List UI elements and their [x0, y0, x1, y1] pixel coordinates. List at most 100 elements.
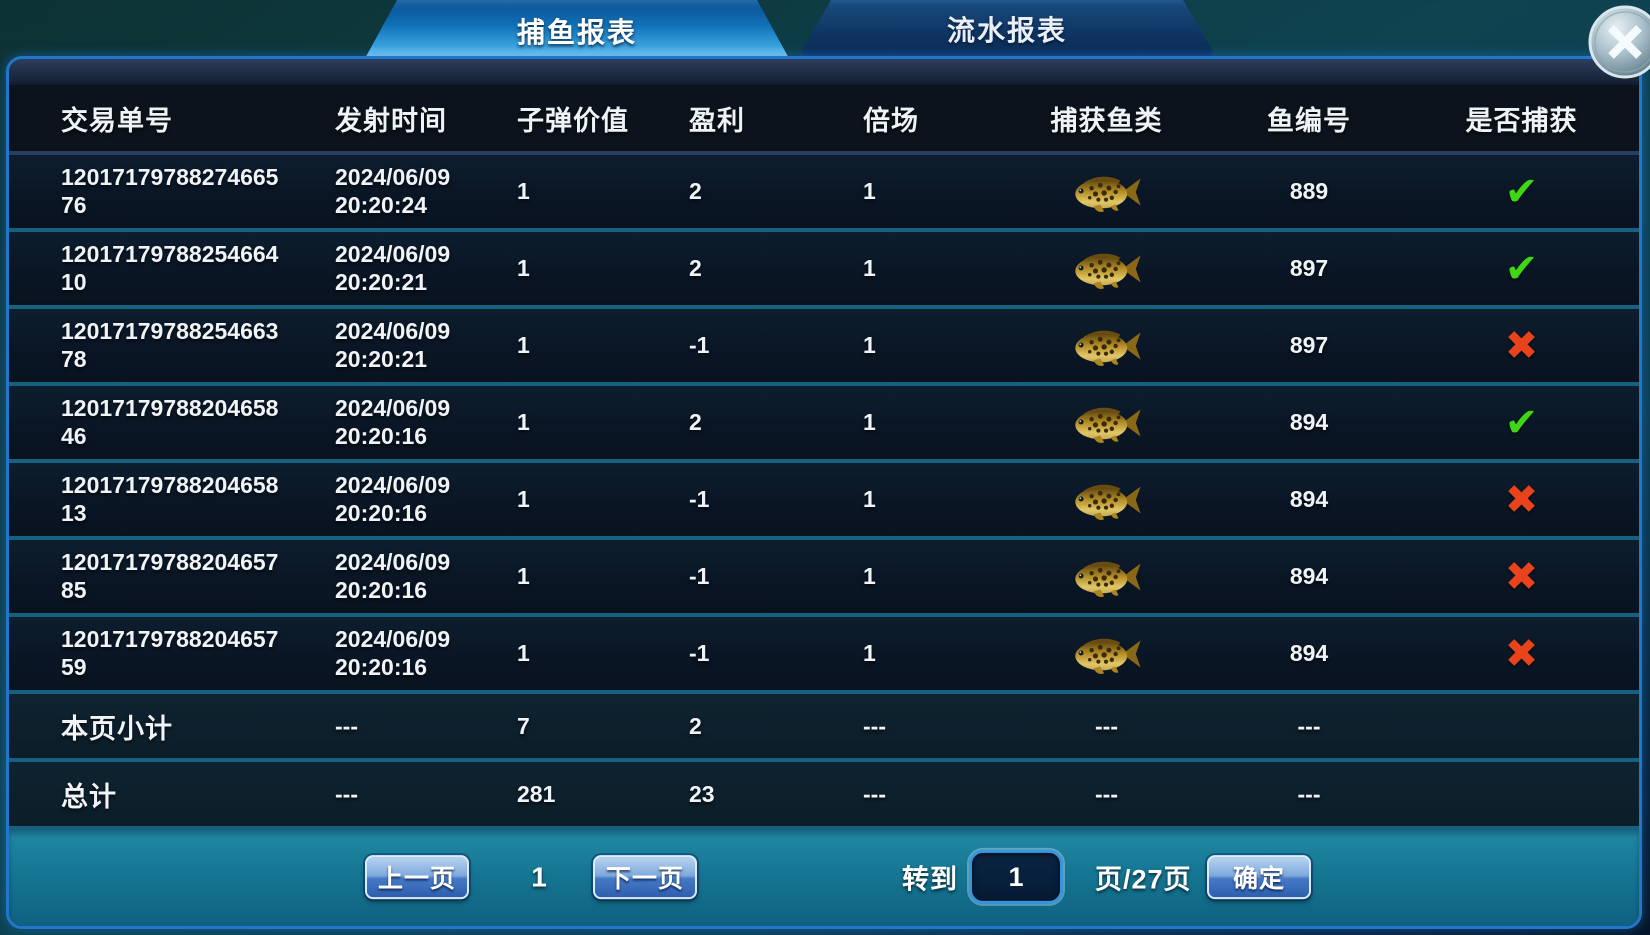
subtotal-profit: 2 [689, 712, 702, 739]
report-panel: 交易单号 发射时间 子弹价值 盈利 倍场 捕获鱼类 鱼编号 是否捕获 12017… [6, 56, 1642, 929]
caught-status-cell: ✖ [1404, 557, 1639, 597]
subtotal-bullet: 7 [517, 712, 530, 739]
total-profit: 23 [689, 780, 715, 807]
total-label: 总计 [61, 781, 117, 812]
caught-status-cell: ✔ [1404, 403, 1639, 443]
subtotal-time: --- [335, 712, 358, 739]
goto-label: 转到 [902, 864, 958, 895]
multiplier-cell: 1 [863, 178, 876, 204]
total-row: 总计 --- 281 23 --- --- --- [9, 762, 1639, 830]
fish-number-cell: 894 [1289, 409, 1329, 435]
transaction-id-cell: 1201717978820465846 [61, 395, 279, 449]
prev-page-button[interactable]: 上一页 [365, 855, 469, 900]
subtotal-fish-no: --- [1297, 712, 1321, 739]
launch-time-cell: 2024/06/09 20:20:21 [335, 241, 451, 295]
fish-type-cell [999, 168, 1214, 216]
total-bullet: 281 [517, 780, 556, 807]
table-row: 1201717978825466410 2024/06/09 20:20:21 … [9, 232, 1639, 309]
header-profit: 盈利 [689, 105, 745, 136]
tab-transaction-report-label: 流水报表 [946, 15, 1067, 46]
fish-number-cell: 897 [1289, 332, 1329, 358]
subtotal-fish: --- [1095, 712, 1118, 739]
header-fish-type: 捕获鱼类 [1050, 105, 1163, 136]
fish-type-cell [999, 322, 1214, 370]
tab-fishing-report[interactable]: 捕鱼报表 [363, 0, 791, 62]
transaction-id-cell: 1201717978827466576 [61, 164, 279, 218]
profit-cell: -1 [689, 640, 710, 666]
transaction-id-cell: 1201717978820465813 [61, 472, 279, 526]
caught-status-cell: ✖ [1404, 634, 1639, 674]
subtotal-row: 本页小计 --- 7 2 --- --- --- [9, 694, 1639, 762]
confirm-label: 确定 [1232, 865, 1285, 894]
bullet-value-cell: 1 [517, 332, 530, 358]
golden-grouper-fish-icon [1074, 330, 1141, 366]
close-button[interactable] [1586, 3, 1650, 81]
current-page-number: 1 [531, 861, 547, 893]
fish-type-cell [999, 553, 1214, 601]
header-launch-time: 发射时间 [335, 105, 447, 136]
multiplier-cell: 1 [863, 409, 876, 435]
profit-cell: -1 [689, 332, 710, 358]
panel-top-strip [9, 59, 1639, 85]
fish-number-cell: 894 [1289, 486, 1329, 512]
caught-check-icon: ✔ [1504, 246, 1539, 291]
table-header-row: 交易单号 发射时间 子弹价值 盈利 倍场 捕获鱼类 鱼编号 是否捕获 [9, 85, 1639, 155]
total-fish-no: --- [1297, 780, 1321, 807]
next-page-button[interactable]: 下一页 [593, 855, 697, 900]
pagination-bar: 上一页 1 下一页 转到 页/27页 确定 [9, 830, 1639, 926]
fish-type-cell [999, 245, 1214, 293]
missed-cross-icon: ✖ [1504, 323, 1539, 368]
subtotal-multiplier: --- [863, 712, 886, 739]
total-fish: --- [1095, 780, 1118, 807]
table-row: 1201717978820465759 2024/06/09 20:20:16 … [9, 617, 1639, 694]
fish-type-cell [999, 399, 1214, 447]
prev-page-label: 上一页 [377, 865, 456, 894]
next-page-label: 下一页 [605, 865, 684, 894]
table-row: 1201717978827466576 2024/06/09 20:20:24 … [9, 155, 1639, 232]
launch-time-cell: 2024/06/09 20:20:16 [335, 472, 451, 526]
golden-grouper-fish-icon [1074, 484, 1141, 520]
multiplier-cell: 1 [863, 563, 876, 589]
bullet-value-cell: 1 [517, 409, 530, 435]
caught-status-cell: ✔ [1404, 249, 1639, 289]
profit-cell: 2 [689, 255, 702, 281]
multiplier-cell: 1 [863, 332, 876, 358]
header-caught-status: 是否捕获 [1465, 105, 1578, 136]
bullet-value-cell: 1 [517, 178, 530, 204]
launch-time-cell: 2024/06/09 20:20:16 [335, 395, 451, 449]
multiplier-cell: 1 [863, 255, 876, 281]
confirm-button[interactable]: 确定 [1207, 855, 1311, 900]
bullet-value-cell: 1 [517, 640, 530, 666]
caught-status-cell: ✔ [1404, 172, 1639, 212]
tab-transaction-report[interactable]: 流水报表 [797, 0, 1217, 58]
multiplier-cell: 1 [863, 486, 876, 512]
golden-grouper-fish-icon [1074, 561, 1141, 597]
caught-status-cell: ✖ [1404, 480, 1639, 520]
launch-time-cell: 2024/06/09 20:20:24 [335, 164, 451, 218]
table-row: 1201717978825466378 2024/06/09 20:20:21 … [9, 309, 1639, 386]
table-row: 1201717978820465785 2024/06/09 20:20:16 … [9, 540, 1639, 617]
bullet-value-cell: 1 [517, 563, 530, 589]
table-body: 1201717978827466576 2024/06/09 20:20:24 … [9, 155, 1639, 694]
transaction-id-cell: 1201717978820465785 [61, 549, 279, 603]
launch-time-cell: 2024/06/09 20:20:16 [335, 549, 451, 603]
golden-grouper-fish-icon [1074, 253, 1141, 289]
missed-cross-icon: ✖ [1504, 631, 1539, 676]
bullet-value-cell: 1 [517, 486, 530, 512]
caught-status-cell: ✖ [1404, 326, 1639, 366]
profit-cell: -1 [689, 486, 710, 512]
header-bullet-value: 子弹价值 [517, 105, 629, 136]
fish-number-cell: 889 [1289, 178, 1329, 204]
missed-cross-icon: ✖ [1504, 477, 1539, 522]
golden-grouper-fish-icon [1074, 407, 1141, 443]
caught-check-icon: ✔ [1504, 400, 1539, 445]
fish-number-cell: 897 [1289, 255, 1329, 281]
profit-cell: -1 [689, 563, 710, 589]
missed-cross-icon: ✖ [1504, 554, 1539, 599]
fish-number-cell: 894 [1289, 640, 1329, 666]
tab-fishing-report-label: 捕鱼报表 [516, 17, 637, 48]
page-input[interactable] [969, 849, 1063, 904]
fish-number-cell: 894 [1289, 563, 1329, 589]
header-transaction-id: 交易单号 [61, 105, 173, 136]
profit-cell: 2 [689, 409, 702, 435]
